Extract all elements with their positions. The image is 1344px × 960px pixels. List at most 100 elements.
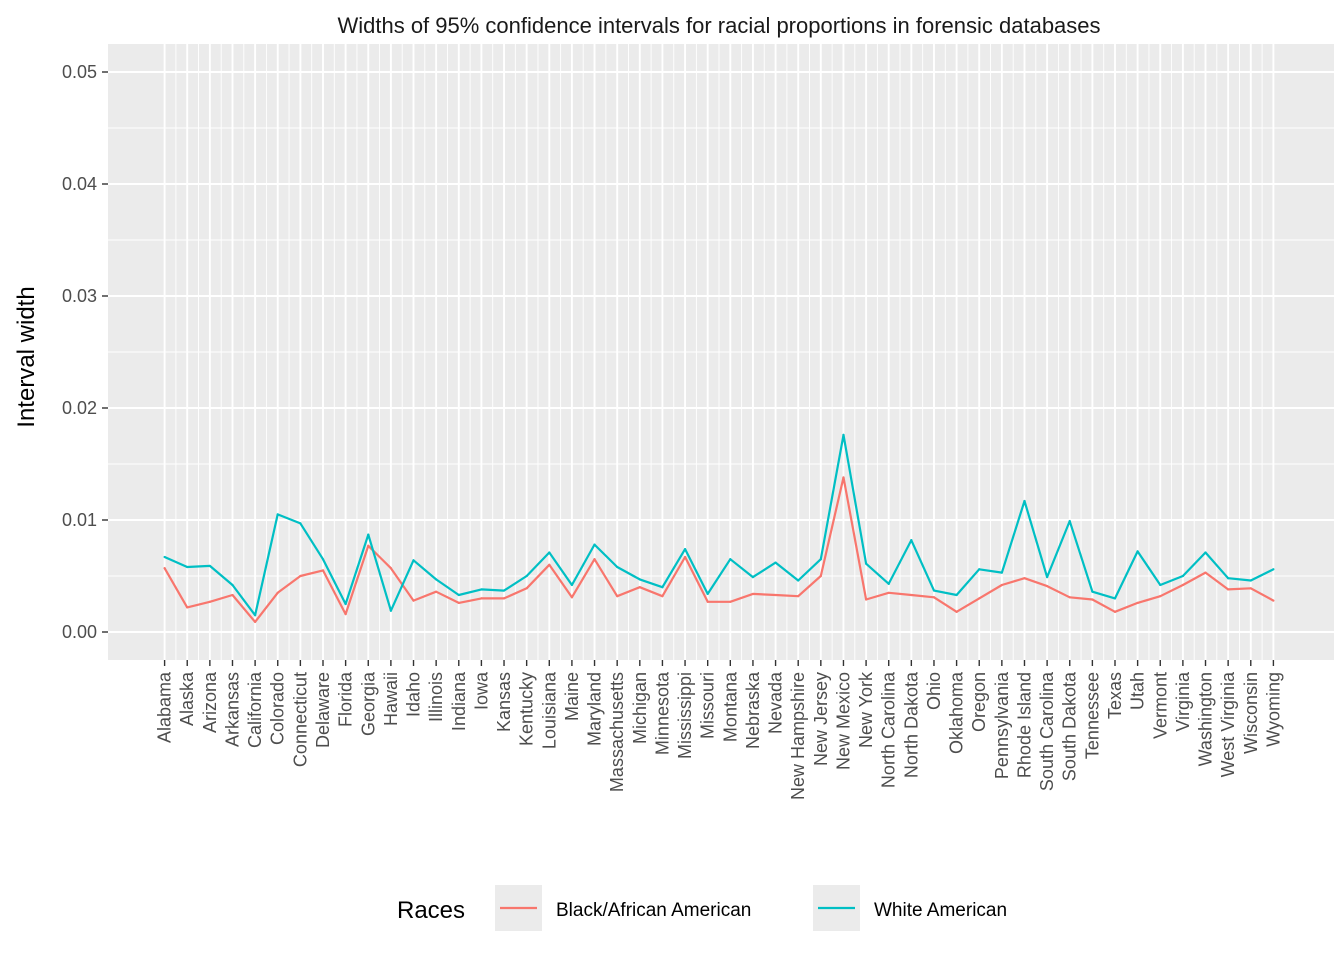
data-point: [570, 596, 574, 599]
data-point: [661, 586, 664, 589]
x-tick-label: Alaska: [177, 671, 197, 726]
data-point: [435, 578, 438, 581]
data-point: [751, 576, 755, 579]
data-point: [254, 620, 257, 624]
data-point: [389, 609, 392, 612]
data-point: [231, 583, 234, 587]
data-point: [231, 593, 234, 597]
data-point: [1181, 574, 1184, 578]
legend-label: Black/African American: [556, 900, 751, 921]
x-tick-label: Louisiana: [539, 671, 559, 749]
data-point: [480, 588, 483, 591]
x-tick-label: Kentucky: [517, 672, 537, 746]
data-point: [887, 582, 890, 585]
data-point: [978, 597, 981, 600]
data-point: [1136, 550, 1139, 553]
data-point: [412, 599, 415, 602]
x-tick-label: North Carolina: [879, 671, 899, 788]
data-point: [457, 593, 460, 597]
legend-title: Races: [397, 897, 465, 924]
data-point: [819, 558, 822, 561]
x-tick-label: Oklahoma: [947, 671, 967, 754]
data-point: [321, 569, 325, 572]
data-point: [955, 593, 958, 597]
data-point: [525, 587, 528, 590]
x-tick-label: Pennsylvania: [992, 671, 1012, 779]
x-tick-label: Mississippi: [675, 672, 695, 759]
data-point: [910, 539, 913, 542]
data-point: [1068, 520, 1071, 523]
data-point: [910, 593, 913, 597]
x-tick-label: West Virginia: [1218, 671, 1238, 777]
data-point: [299, 522, 302, 525]
y-axis: 0.00 0.01 0.02 0.03 0.04 0.05: [62, 62, 108, 642]
data-point: [163, 555, 166, 559]
data-point: [593, 558, 596, 561]
data-point: [864, 598, 868, 601]
data-point: [1272, 568, 1275, 571]
data-point: [389, 567, 392, 570]
x-tick-label: Georgia: [358, 671, 378, 736]
data-point: [525, 574, 528, 578]
x-tick-label: Wyoming: [1263, 672, 1283, 747]
data-point: [548, 563, 551, 566]
data-point: [616, 565, 619, 569]
x-tick-label: Illinois: [426, 672, 446, 722]
data-point: [1000, 571, 1003, 574]
data-point: [367, 544, 370, 547]
data-point: [208, 600, 211, 603]
data-point: [593, 543, 596, 546]
data-point: [1204, 571, 1207, 574]
data-point: [797, 579, 800, 582]
data-point: [683, 555, 687, 559]
x-tick-label: Wisconsin: [1241, 672, 1261, 754]
data-point: [887, 591, 890, 594]
x-tick-label: Idaho: [404, 672, 424, 717]
data-point: [1227, 588, 1230, 591]
legend: Races Black/African American White Americ…: [397, 885, 1007, 931]
data-point: [254, 614, 257, 617]
x-tick-label: North Dakota: [901, 671, 921, 778]
data-point: [864, 562, 868, 565]
data-point: [842, 433, 845, 436]
data-point: [276, 513, 279, 516]
x-tick-label: Texas: [1105, 672, 1125, 719]
data-point: [1136, 601, 1139, 604]
x-tick-label: Oregon: [969, 672, 989, 732]
data-point: [774, 593, 777, 597]
data-point: [208, 564, 211, 568]
x-tick-label: New Mexico: [834, 672, 854, 770]
data-point: [186, 565, 189, 569]
data-point: [932, 589, 936, 592]
x-tick-label: South Dakota: [1060, 671, 1080, 781]
data-point: [1159, 595, 1162, 598]
legend-items: Black/African American White American: [495, 885, 1007, 931]
x-tick-label: New York: [856, 671, 876, 748]
data-point: [1227, 577, 1230, 580]
y-tick-label: 0.02: [62, 398, 97, 418]
data-point: [367, 533, 370, 536]
data-point: [435, 590, 438, 593]
data-point: [978, 568, 981, 571]
data-point: [344, 602, 347, 606]
y-axis-title: Interval width: [13, 286, 40, 427]
data-point: [480, 597, 483, 600]
data-point: [1272, 599, 1275, 602]
data-point: [1249, 587, 1252, 590]
x-tick-label: Nebraska: [743, 671, 763, 749]
x-axis: Alabama Alaska Arizona Arkansas California Co…: [155, 660, 1283, 800]
data-point: [797, 595, 800, 598]
x-tick-label: Florida: [336, 671, 356, 727]
series-group: [163, 433, 1275, 617]
data-point: [819, 574, 822, 578]
legend-item: White American: [813, 885, 1007, 931]
data-point: [1113, 610, 1117, 613]
data-point: [1023, 577, 1026, 580]
x-tick-label: Ohio: [924, 672, 944, 710]
series-layer: [163, 433, 1275, 624]
data-point: [299, 574, 302, 578]
x-tick-label: California: [245, 671, 265, 748]
y-tick-label: 0.00: [62, 622, 97, 642]
x-tick-label: Montana: [720, 671, 740, 742]
x-tick-label: Colorado: [268, 672, 288, 745]
